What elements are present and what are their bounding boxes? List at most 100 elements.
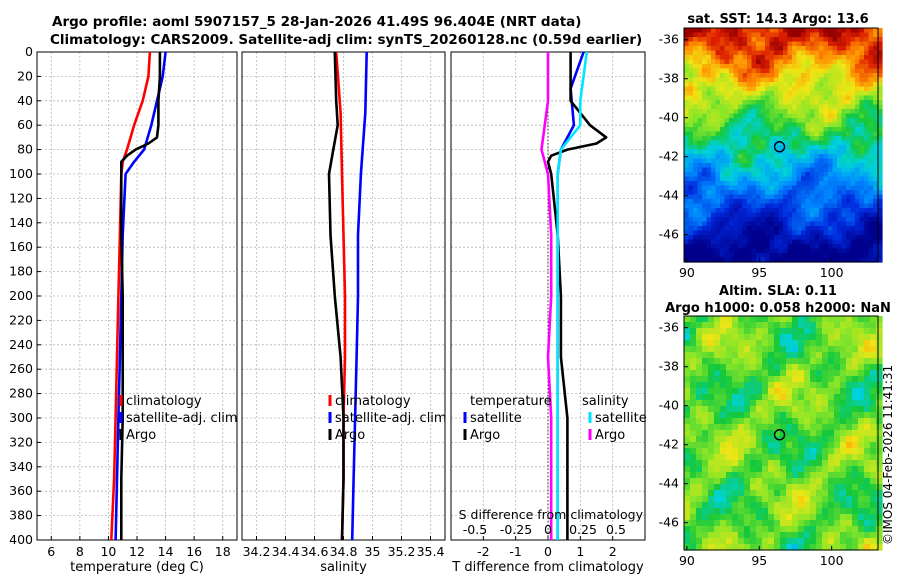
- sla-map-cell: [732, 394, 739, 401]
- sst-map-cell: [819, 253, 825, 259]
- sla-map-cell: [816, 340, 823, 347]
- sla-map-cell: [762, 424, 769, 431]
- sla-map-cell: [696, 424, 703, 431]
- sst-map-cell: [688, 95, 694, 101]
- sst-map-cell: [769, 190, 775, 196]
- sst-map-cell: [823, 203, 829, 209]
- sla-map-cell: [846, 364, 853, 371]
- sla-map-cell: [708, 544, 715, 551]
- sst-map-cell: [765, 176, 771, 182]
- sla-map-cell: [876, 514, 883, 521]
- sst-map-cell: [828, 50, 834, 56]
- sla-map-cell: [738, 316, 745, 323]
- sst-map-cell: [783, 158, 789, 164]
- sst-map-cell: [751, 172, 757, 178]
- sst-map-cell: [877, 185, 883, 191]
- sla-map-cell: [834, 508, 841, 515]
- sla-map-cell: [762, 460, 769, 467]
- sla-map-cell: [726, 472, 733, 479]
- sla-map-cell: [684, 340, 691, 347]
- sst-map-cell: [720, 194, 726, 200]
- sst-map-cell: [706, 244, 712, 250]
- sst-map-cell: [747, 248, 753, 254]
- sst-map-cell: [733, 131, 739, 137]
- sla-map-cell: [684, 502, 691, 509]
- sla-map-cell: [786, 328, 793, 335]
- sla-map-cell: [744, 520, 751, 527]
- sst-map-cell: [733, 185, 739, 191]
- sst-map-cell: [778, 172, 784, 178]
- sla-map-cell: [846, 340, 853, 347]
- sla-map-cell: [780, 436, 787, 443]
- sst-map-cell: [769, 163, 775, 169]
- sla-map-cell: [828, 358, 835, 365]
- sst-map-cell: [873, 163, 879, 169]
- temp-ytick-label: 320: [9, 434, 33, 449]
- sla-map-cell: [810, 496, 817, 503]
- sst-map-cell: [837, 199, 843, 205]
- sst-map-cell: [706, 131, 712, 137]
- sst-map-cell: [706, 248, 712, 254]
- sst-map-cell: [783, 127, 789, 133]
- sst-map-cell: [823, 158, 829, 164]
- sst-map-cell: [787, 253, 793, 259]
- sla-map-cell: [702, 496, 709, 503]
- sst-map-cell: [711, 199, 717, 205]
- sst-map-cell: [765, 212, 771, 218]
- sst-map-cell: [756, 59, 762, 65]
- sla-map-cell: [720, 460, 727, 467]
- sla-map-cell: [750, 316, 757, 323]
- sla-map-cell: [738, 484, 745, 491]
- sst-map-cell: [715, 163, 721, 169]
- sst-map-cell: [702, 41, 708, 47]
- sst-map-cell: [810, 176, 816, 182]
- sst-map-cell: [837, 104, 843, 110]
- sst-map-cell: [787, 91, 793, 97]
- sal-xtick-label: 35.2: [388, 544, 416, 559]
- sst-map-cell: [697, 244, 703, 250]
- sst-map-cell: [846, 122, 852, 128]
- sst-map-cell: [729, 64, 735, 70]
- sla-map-cell: [714, 394, 721, 401]
- sla-map-cell: [828, 520, 835, 527]
- sla-map-cell: [708, 484, 715, 491]
- sla-map-cell: [792, 352, 799, 359]
- sst-map-cell: [828, 91, 834, 97]
- sst-map-cell: [715, 235, 721, 241]
- sst-map-cell: [814, 55, 820, 61]
- sla-map-cell: [744, 460, 751, 467]
- sst-map-cell: [832, 113, 838, 119]
- sst-map-cell: [787, 244, 793, 250]
- sla-map-cell: [876, 454, 883, 461]
- sst-map-cell: [859, 86, 865, 92]
- sst-map-cell: [688, 131, 694, 137]
- sst-map-cell: [823, 50, 829, 56]
- sla-map-cell: [828, 412, 835, 419]
- sla-map-cell: [864, 544, 871, 551]
- sst-map-cell: [850, 86, 856, 92]
- sla-map-cell: [750, 400, 757, 407]
- sst-map-cell: [711, 82, 717, 88]
- sst-map-cell: [819, 41, 825, 47]
- sst-map-cell: [684, 41, 690, 47]
- sst-map-cell: [850, 176, 856, 182]
- sst-map-cell: [733, 176, 739, 182]
- sst-map-cell: [778, 145, 784, 151]
- sst-map-cell: [778, 131, 784, 137]
- sst-map-cell: [841, 145, 847, 151]
- sst-map-cell: [877, 163, 883, 169]
- sst-map-cell: [751, 163, 757, 169]
- sla-map-cell: [684, 460, 691, 467]
- sst-map-cell: [828, 158, 834, 164]
- sla-map-cell: [822, 460, 829, 467]
- temp-ytick-label: 200: [9, 288, 33, 303]
- sst-map-cell: [855, 230, 861, 236]
- sla-map-cell: [804, 322, 811, 329]
- sla-map-cell: [738, 526, 745, 533]
- sst-map-cell: [693, 154, 699, 160]
- sst-map-cell: [738, 253, 744, 259]
- sst-map-cell: [688, 212, 694, 218]
- sst-map-cell: [765, 104, 771, 110]
- sla-map-cell: [702, 508, 709, 515]
- sst-map-cell: [814, 100, 820, 106]
